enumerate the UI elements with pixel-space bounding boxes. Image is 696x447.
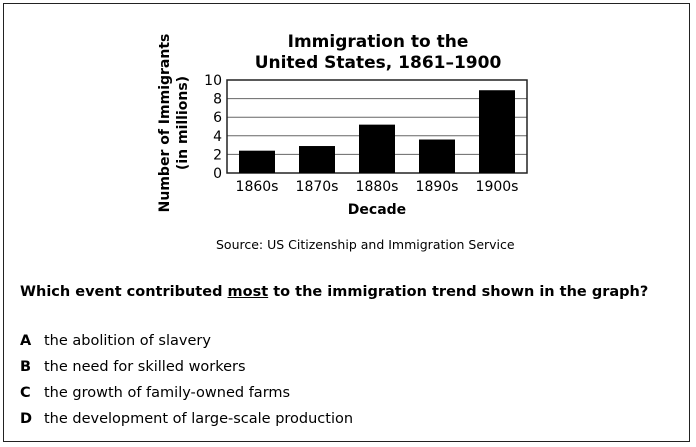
bar-1900s <box>479 90 515 173</box>
x-tick-label: 1890s <box>416 179 459 195</box>
source-note: Source: US Citizenship and Immigration S… <box>216 237 515 252</box>
y-tick-label: 10 <box>204 73 222 89</box>
option-letter: C <box>20 385 31 401</box>
question-frame <box>3 3 690 442</box>
question-text: Which event contributed most to the immi… <box>20 283 660 301</box>
question-part: to the immigration trend shown in the gr… <box>268 284 649 300</box>
y-axis-sublabel: (in millions) <box>175 76 191 170</box>
x-tick-label: 1900s <box>476 179 519 195</box>
y-tick-label: 0 <box>213 166 222 182</box>
option-letter: D <box>20 411 33 427</box>
option-letter: A <box>20 333 32 349</box>
question-part: Which event contributed <box>20 284 228 300</box>
option-text: the need for skilled workers <box>44 359 246 375</box>
bar-1870s <box>299 146 335 173</box>
question-emphasis: most <box>227 284 269 300</box>
y-tick-label: 8 <box>213 92 222 108</box>
y-tick-label: 4 <box>213 129 222 145</box>
option-letter: B <box>20 359 32 375</box>
x-tick-label: 1880s <box>356 179 399 195</box>
x-axis-label: Decade <box>348 202 406 218</box>
option-text: the abolition of slavery <box>44 333 211 349</box>
y-axis-label: Number of Immigrants <box>157 34 173 213</box>
x-tick-label: 1870s <box>296 179 339 195</box>
chart-title-line-1: Immigration to the <box>288 32 469 52</box>
y-tick-label: 2 <box>213 147 222 163</box>
bar-1890s <box>419 139 455 173</box>
bar-1860s <box>239 150 275 173</box>
option-text: the growth of family-owned farms <box>44 385 291 401</box>
chart-title-line-2: United States, 1861–1900 <box>255 53 502 73</box>
y-tick-label: 6 <box>213 110 222 126</box>
option-text: the development of large-scale productio… <box>44 411 354 427</box>
bar-chart: Immigration to the United States, 1861–1… <box>157 32 528 218</box>
bar-1880s <box>359 124 395 173</box>
x-tick-label: 1860s <box>236 179 279 195</box>
